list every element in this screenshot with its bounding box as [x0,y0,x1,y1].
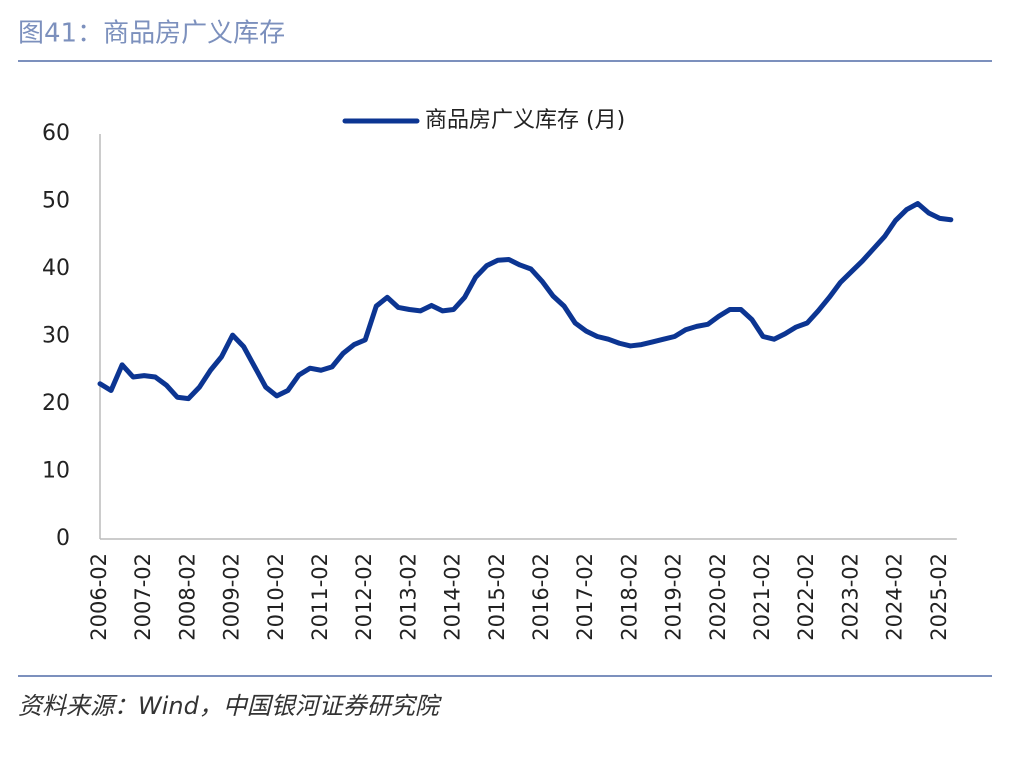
y-tick-label: 50 [42,189,70,214]
x-tick-label: 2020-02 [706,553,730,641]
y-tick-label: 10 [42,459,70,484]
x-tick-label: 2018-02 [617,553,641,641]
x-tick-label: 2024-02 [883,553,907,641]
data-line [97,201,954,402]
x-tick-label: 2023-02 [838,553,862,641]
x-tick-label: 2012-02 [352,553,376,641]
source-note: 资料来源：Wind，中国银河证券研究院 [18,692,443,720]
y-tick-label: 20 [42,391,70,416]
x-tick-label: 2025-02 [927,553,951,641]
x-tick-label: 2015-02 [485,553,509,641]
y-tick-label: 30 [42,324,70,349]
y-tick-label: 60 [42,121,70,146]
legend-label: 商品房广义库存 (月) [425,108,625,133]
chart-title: 图41：商品房广义库存 [18,19,285,49]
x-tick-label: 2011-02 [308,553,332,641]
x-tick-label: 2008-02 [175,553,199,641]
x-tick-label: 2016-02 [529,553,553,641]
x-tick-label: 2007-02 [131,553,155,641]
x-tick-label: 2022-02 [794,553,818,641]
y-tick-label: 40 [42,256,70,281]
x-tick-label: 2010-02 [264,553,288,641]
x-tick-label: 2014-02 [441,553,465,641]
x-tick-label: 2019-02 [662,553,686,641]
x-tick-label: 2013-02 [396,553,420,641]
y-tick-label: 0 [56,526,70,551]
x-tick-label: 2021-02 [750,553,774,641]
x-tick-label: 2017-02 [573,553,597,641]
x-tick-label: 2009-02 [220,553,244,641]
x-tick-label: 2006-02 [87,553,111,641]
